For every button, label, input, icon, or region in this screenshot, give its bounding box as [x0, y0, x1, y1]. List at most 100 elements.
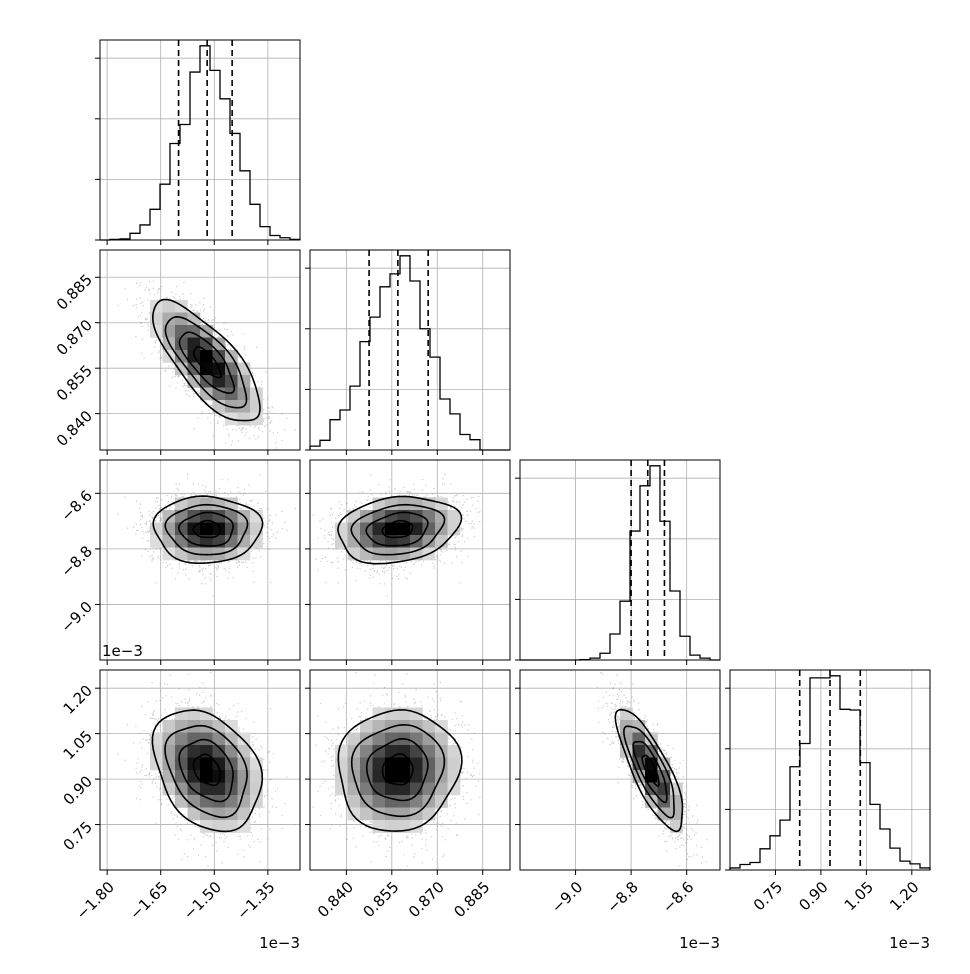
x-tick-label: 0.75 — [750, 878, 786, 914]
density-cell — [162, 720, 176, 733]
density-cell — [200, 362, 213, 376]
density-cell — [212, 375, 226, 388]
density-cell — [372, 510, 386, 523]
density-cell — [372, 720, 386, 733]
contour-line — [192, 345, 223, 379]
contour-line — [614, 708, 684, 833]
contour-line — [365, 511, 429, 547]
density-cell — [397, 757, 411, 771]
density-cell — [225, 387, 238, 401]
density-cell — [447, 522, 461, 536]
density-cell — [435, 782, 448, 796]
x-offset-label: 1e−3 — [679, 934, 720, 952]
density-cell — [385, 770, 398, 783]
density-cell — [175, 510, 188, 523]
contour-line — [192, 519, 221, 539]
y-tick-label: 1.05 — [60, 727, 96, 763]
density-cell — [360, 547, 373, 561]
contour-line — [381, 753, 414, 786]
x-tick-label: 1.20 — [886, 878, 922, 914]
density-cell — [200, 770, 213, 783]
density-cell — [237, 820, 251, 833]
density-cell — [175, 312, 188, 326]
density-cell — [200, 707, 213, 721]
panel-frame — [309, 669, 511, 871]
density-cell — [347, 795, 361, 808]
density-cell — [397, 795, 411, 808]
density-cell — [200, 337, 213, 351]
contour-line — [164, 315, 248, 409]
density-cell — [162, 325, 176, 338]
density-cell — [360, 807, 373, 821]
density-cell — [385, 732, 398, 746]
density-cell — [410, 732, 423, 746]
histogram-2 — [520, 465, 720, 661]
panel-2-1 — [305, 459, 511, 665]
density-cell — [225, 362, 238, 376]
density-cell — [225, 375, 238, 388]
density-cell — [397, 782, 411, 796]
panel-0-0 — [95, 39, 301, 245]
density-cell — [397, 807, 411, 821]
panel-2-0: −9.0 −8.8 −8.6 1e−3 — [58, 459, 301, 665]
density-cell — [347, 732, 361, 746]
x-tick-label: 0.840 — [314, 878, 357, 921]
x-tick-label: −9.0 — [548, 878, 586, 916]
density-cell — [335, 782, 348, 796]
density-cell — [410, 795, 423, 808]
panel-frame — [99, 459, 301, 661]
density-cell — [237, 732, 251, 746]
density-cell — [225, 770, 238, 783]
density-cell — [410, 707, 423, 721]
density-cell — [187, 770, 201, 783]
density-cell — [410, 497, 423, 511]
contour-line — [350, 723, 446, 818]
density-cell — [435, 510, 448, 523]
density-cell — [162, 510, 176, 523]
density-cell — [385, 782, 398, 796]
y-tick-label: 0.90 — [60, 772, 96, 808]
density-cell — [187, 745, 201, 758]
density-cell — [410, 770, 423, 783]
density-cell — [385, 522, 398, 536]
density-cell — [175, 757, 188, 771]
contour-line — [151, 298, 261, 422]
density-cell — [422, 782, 436, 796]
x-tick-label: −1.50 — [180, 878, 225, 923]
density-cell — [435, 497, 448, 511]
density-cell — [212, 745, 226, 758]
density-cell — [162, 300, 176, 313]
density-cell — [225, 795, 238, 808]
density-cell — [187, 732, 201, 746]
density-cell — [225, 535, 238, 548]
x-tick-label: −1.80 — [73, 878, 118, 923]
density-cell — [225, 522, 238, 536]
panel-frame — [309, 249, 511, 451]
density-cell — [237, 535, 251, 548]
density-cell — [447, 510, 461, 523]
density-cell — [175, 770, 188, 783]
density-cell — [410, 745, 423, 758]
density-cell — [447, 757, 461, 771]
density-cell — [175, 782, 188, 796]
density-cell — [360, 510, 373, 523]
panel-3-2: −9.0 −8.8 −8.6 1e−3 — [515, 669, 721, 952]
contour-line — [164, 724, 248, 819]
density-cell — [200, 535, 213, 548]
density-cell — [250, 387, 263, 401]
density-cell — [360, 745, 373, 758]
density-cell — [435, 757, 448, 771]
density-cell — [237, 770, 251, 783]
density-cell — [385, 745, 398, 758]
density-cell — [225, 807, 238, 821]
density-cell — [150, 745, 163, 758]
density-cell — [372, 732, 386, 746]
x-tick-label: 0.870 — [405, 878, 448, 921]
density-cell — [200, 522, 213, 536]
density-cell — [335, 745, 348, 758]
contour-line — [178, 738, 234, 803]
density-cell — [435, 745, 448, 758]
density-cell — [422, 535, 436, 548]
x-tick-label: −8.8 — [603, 878, 641, 916]
